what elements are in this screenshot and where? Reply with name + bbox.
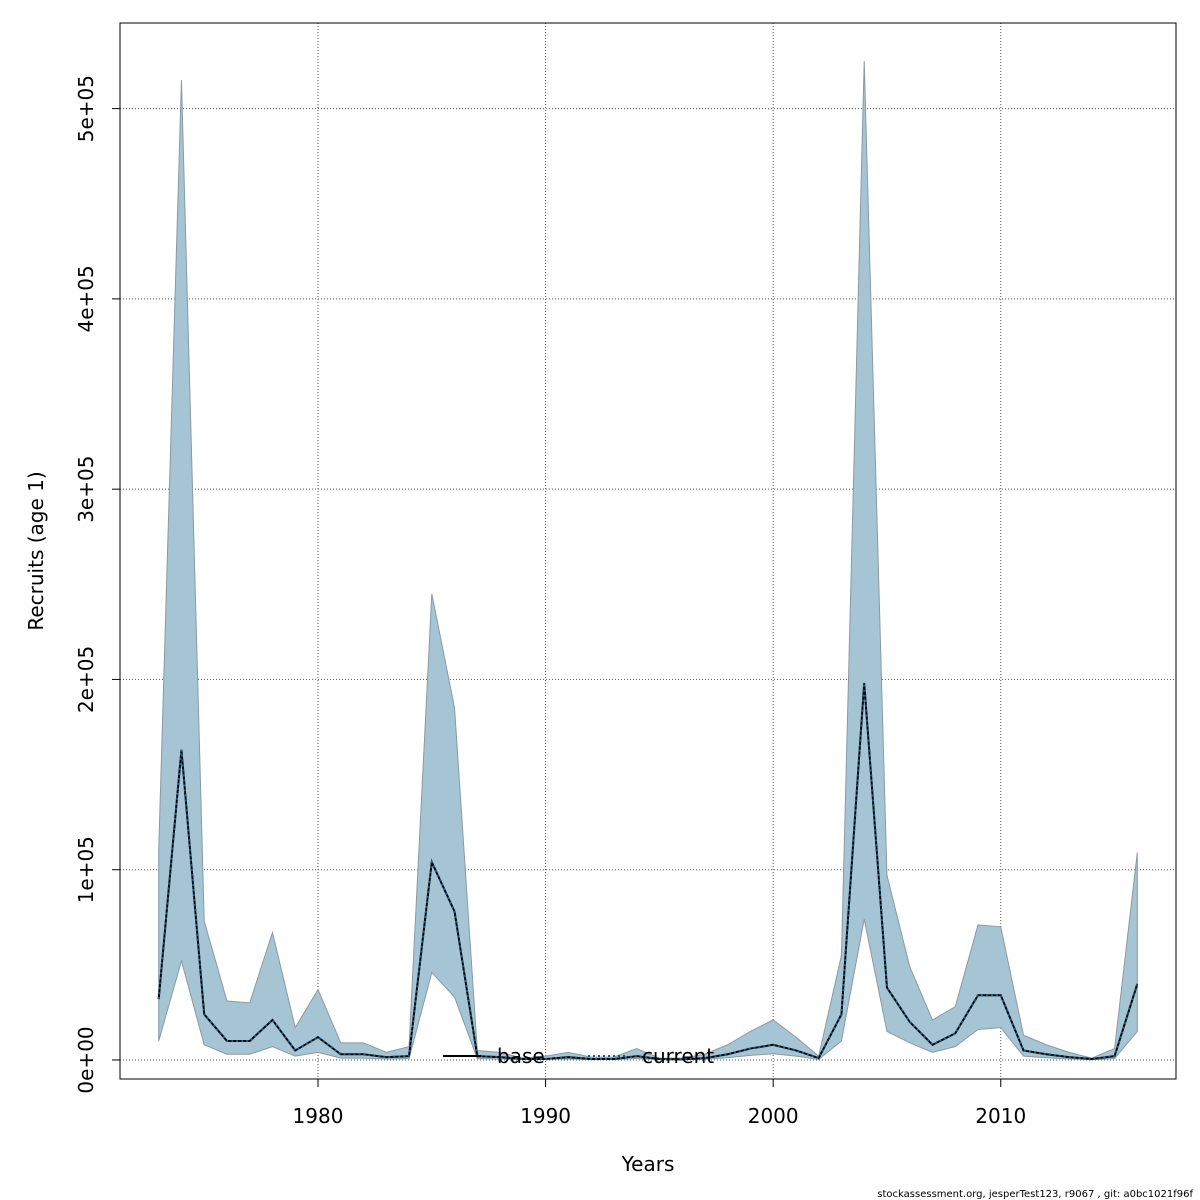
footer-note: stockassessment.org, jesperTest123, r906… bbox=[877, 1189, 1193, 1200]
grid bbox=[120, 23, 1176, 1079]
y-tick-label: 4e+05 bbox=[74, 265, 98, 332]
x-axis-title: Years bbox=[621, 1152, 675, 1176]
y-tick-label: 1e+05 bbox=[74, 836, 98, 903]
legend-label-base: base bbox=[497, 1044, 545, 1068]
x-tick-label: 1990 bbox=[520, 1104, 571, 1128]
y-tick-label: 2e+05 bbox=[74, 646, 98, 713]
confidence-band-layer bbox=[158, 61, 1138, 1061]
series-line-base bbox=[157, 683, 1139, 1061]
legend-label-current: current bbox=[642, 1044, 714, 1068]
x-tick-label: 2000 bbox=[748, 1104, 799, 1128]
y-axis-title: Recruits (age 1) bbox=[24, 471, 48, 630]
x-tick-label: 1980 bbox=[293, 1104, 344, 1128]
y-axis: 0e+00 1e+05 2e+05 3e+05 4e+05 5e+05 bbox=[74, 75, 121, 1094]
legend: base current bbox=[443, 1044, 714, 1068]
confidence-band bbox=[158, 61, 1138, 1061]
y-tick-label: 0e+00 bbox=[74, 1026, 98, 1093]
y-tick-label: 3e+05 bbox=[74, 456, 98, 523]
y-tick-label: 5e+05 bbox=[74, 75, 98, 142]
x-axis: 1980 1990 2000 2010 bbox=[293, 1078, 1026, 1128]
x-tick-label: 2010 bbox=[975, 1104, 1026, 1128]
series-lines-layer bbox=[157, 683, 1139, 1061]
